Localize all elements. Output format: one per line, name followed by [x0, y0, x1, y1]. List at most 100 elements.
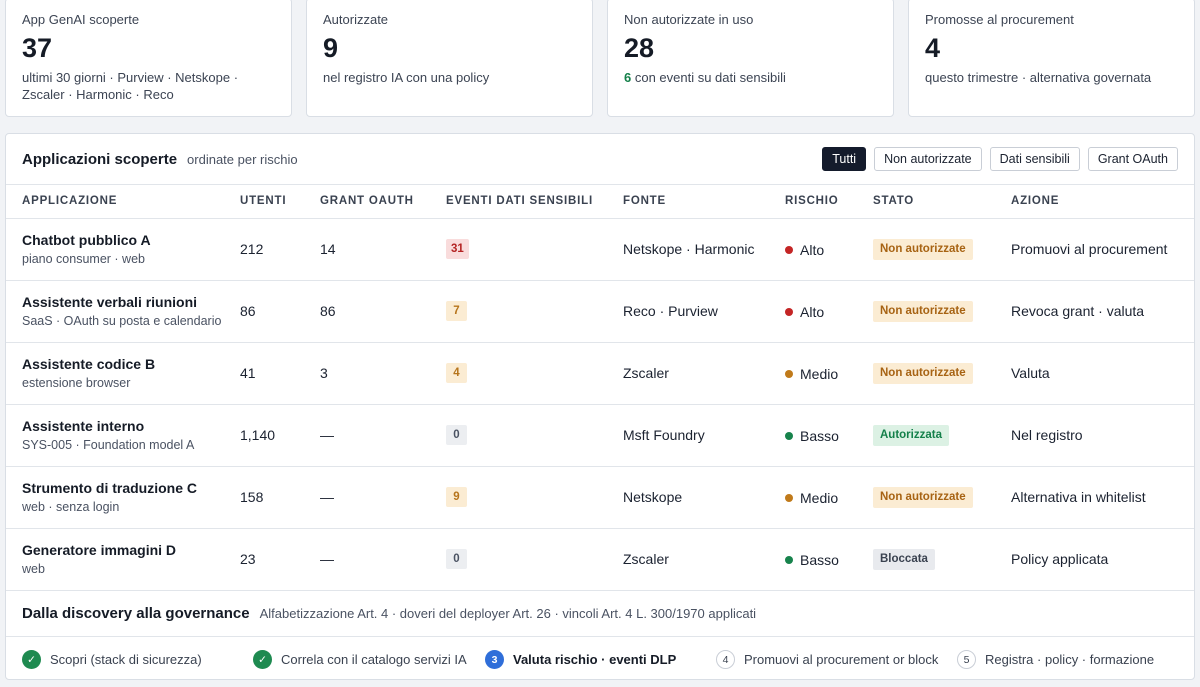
cell-status: Non autorizzate: [873, 218, 1011, 281]
kpi-subtext-rest: con eventi su dati sensibili: [631, 70, 786, 85]
risk-label: Basso: [800, 427, 839, 444]
cell-sensitive-events: 4: [446, 342, 623, 405]
cell-source: Msft Foundry: [623, 404, 785, 467]
cell-users: 1,140: [240, 404, 320, 467]
kpi-card-discovered: App GenAI scoperte 37 ultimi 30 giorni ·…: [5, 0, 292, 117]
cell-action[interactable]: Alternativa in whitelist: [1011, 466, 1194, 529]
filter-unauthorized-button[interactable]: Non autorizzate: [874, 147, 982, 171]
table-row[interactable]: Generatore immagini D web 23—0 Zscaler Basso…: [6, 528, 1194, 591]
kpi-card-procurement: Promosse al procurement 4 questo trimest…: [908, 0, 1195, 117]
cell-action[interactable]: Revoca grant · valuta: [1011, 280, 1194, 343]
cell-source: Reco · Purview: [623, 280, 785, 343]
governance-step-5[interactable]: 5 Registra · policy · formazione: [957, 650, 1157, 669]
cell-users: 86: [240, 280, 320, 343]
sensitive-count: 6: [624, 70, 632, 85]
app-description: estensione browser: [22, 376, 131, 390]
app-name[interactable]: Assistente verbali riunioni: [22, 294, 198, 310]
status-badge: Non autorizzate: [873, 300, 973, 322]
kpi-label: Autorizzate: [323, 12, 389, 27]
column-header-oauth-grants[interactable]: Grant OAuth: [320, 185, 446, 219]
cell-application: Assistente codice B estensione browser: [6, 342, 240, 405]
risk-indicator: Basso: [785, 552, 839, 568]
app-name[interactable]: Assistente codice B: [22, 356, 156, 372]
table-row[interactable]: Strumento di traduzione C web · senza log…: [6, 466, 1194, 529]
sensitive-events-badge: 4: [446, 363, 467, 383]
status-badge: Bloccata: [873, 548, 935, 570]
governance-step-1[interactable]: ✓ Scopri (stack di sicurezza): [22, 650, 253, 669]
sensitive-events-badge: 31: [446, 239, 469, 259]
column-header-source[interactable]: Fonte: [623, 185, 785, 219]
column-header-risk[interactable]: Rischio: [785, 185, 873, 219]
risk-label: Alto: [800, 303, 825, 320]
cell-action[interactable]: Policy applicata: [1011, 528, 1194, 591]
checkmark-icon: ✓: [253, 650, 272, 669]
filter-oauth-grant-button[interactable]: Grant OAuth: [1087, 147, 1178, 171]
column-header-status[interactable]: Stato: [873, 185, 1011, 219]
kpi-card-authorized: Autorizzate 9 nel registro IA con una po…: [306, 0, 593, 117]
cell-sensitive-events: 0: [446, 404, 623, 467]
app-name[interactable]: Chatbot pubblico A: [22, 232, 151, 248]
column-header-users[interactable]: Utenti: [240, 185, 320, 219]
apps-table: Applicazione Utenti Grant OAuth Eventi d…: [6, 185, 1194, 591]
kpi-subtext: 6 con eventi su dati sensibili: [624, 69, 877, 86]
table-row[interactable]: Assistente codice B estensione browser 41 3…: [6, 342, 1194, 405]
app-name[interactable]: Assistente interno: [22, 418, 145, 434]
sensitive-events-badge: 0: [446, 549, 467, 569]
cell-action[interactable]: Nel registro: [1011, 404, 1194, 467]
governance-section: Dalla discovery alla governance Alfabeti…: [6, 591, 1194, 637]
risk-indicator: Medio: [785, 490, 838, 506]
kpi-value: 4: [925, 33, 941, 63]
kpi-value: 37: [22, 33, 53, 63]
filter-all-button[interactable]: Tutti: [822, 147, 867, 171]
kpi-label: Promosse al procurement: [925, 12, 1074, 27]
risk-indicator: Basso: [785, 428, 839, 444]
step-label: Scopri (stack di sicurezza): [50, 652, 202, 667]
risk-label: Medio: [800, 489, 839, 506]
cell-oauth-grants: —: [320, 528, 446, 591]
risk-label: Medio: [800, 365, 839, 382]
governance-step-2[interactable]: ✓ Correla con il catalogo servizi IA: [253, 650, 485, 669]
app-name[interactable]: Strumento di traduzione C: [22, 480, 197, 496]
step-label: Valuta rischio · eventi DLP: [513, 652, 677, 667]
app-description: piano consumer · web: [22, 252, 145, 266]
risk-indicator: Alto: [785, 304, 824, 320]
cell-action[interactable]: Valuta: [1011, 342, 1194, 405]
filter-sensitive-data-button[interactable]: Dati sensibili: [989, 147, 1080, 171]
cell-risk: Medio: [785, 342, 873, 405]
checkmark-icon: ✓: [22, 650, 41, 669]
cell-oauth-grants: 14: [320, 218, 446, 281]
governance-steps: ✓ Scopri (stack di sicurezza) ✓ Correla con…: [6, 637, 1194, 680]
sensitive-events-badge: 9: [446, 487, 467, 507]
cell-application: Generatore immagini D web: [6, 528, 240, 591]
step-label: Correla con il catalogo servizi IA: [281, 652, 467, 667]
cell-users: 41: [240, 342, 320, 405]
governance-step-3[interactable]: 3 Valuta rischio · eventi DLP: [485, 650, 716, 669]
cell-application: Assistente interno SYS-005 · Foundation m…: [6, 404, 240, 467]
panel-title: Applicazioni scoperte: [22, 150, 178, 168]
sensitive-events-badge: 7: [446, 301, 467, 321]
risk-label: Basso: [800, 551, 839, 568]
column-header-application[interactable]: Applicazione: [6, 185, 240, 219]
column-header-action[interactable]: Azione: [1011, 185, 1194, 219]
panel-subtitle: ordinate per rischio: [187, 151, 298, 167]
cell-action[interactable]: Promuovi al procurement: [1011, 218, 1194, 281]
discovered-apps-panel: Applicazioni scoperte ordinate per risch…: [5, 133, 1195, 680]
column-header-sensitive-events[interactable]: Eventi dati sensibili: [446, 185, 623, 219]
risk-label: Alto: [800, 241, 825, 258]
governance-subtitle: Alfabetizzazione Art. 4 · doveri del dep…: [259, 605, 757, 621]
app-name[interactable]: Generatore immagini D: [22, 542, 177, 558]
table-row[interactable]: Assistente interno SYS-005 · Foundation m…: [6, 404, 1194, 467]
app-description: web: [22, 562, 45, 576]
table-row[interactable]: Assistente verbali riunioni SaaS · OAuth …: [6, 280, 1194, 343]
cell-application: Strumento di traduzione C web · senza log…: [6, 466, 240, 529]
risk-dot-icon: [785, 307, 793, 316]
table-row[interactable]: Chatbot pubblico A piano consumer · web 21…: [6, 218, 1194, 281]
cell-oauth-grants: 86: [320, 280, 446, 343]
risk-dot-icon: [785, 245, 793, 254]
panel-header: Applicazioni scoperte ordinate per risch…: [6, 134, 1194, 185]
kpi-label: App GenAI scoperte: [22, 12, 140, 27]
cell-status: Bloccata: [873, 528, 1011, 591]
governance-step-4[interactable]: 4 Promuovi al procurement or block: [716, 650, 957, 669]
cell-sensitive-events: 0: [446, 528, 623, 591]
cell-risk: Basso: [785, 528, 873, 591]
